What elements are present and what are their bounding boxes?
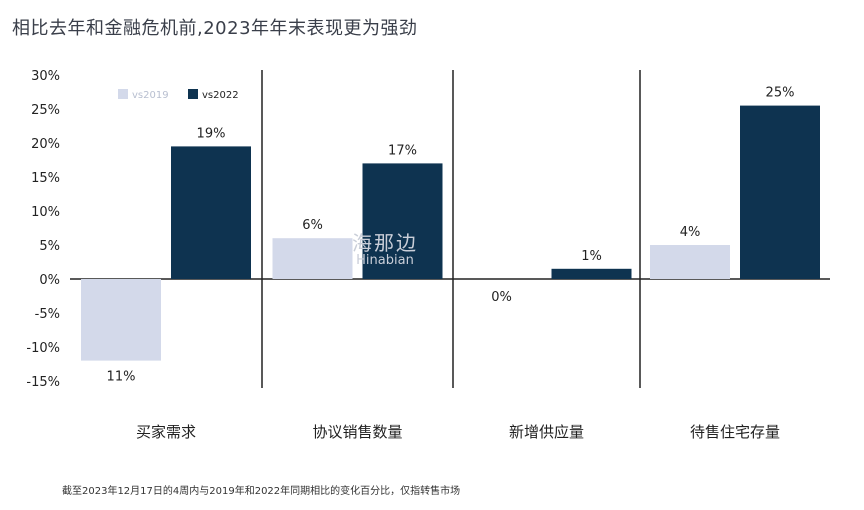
bar-vs2019 [81, 279, 161, 361]
chart-footnote: 截至2023年12月17日的4周内与2019年和2022年同期相比的变化百分比，… [62, 486, 461, 497]
x-category-label: 协议销售数量 [312, 423, 402, 441]
legend-label: vs2019 [132, 90, 169, 101]
watermark-en: Hinabian [356, 253, 414, 268]
bar-vs2022 [740, 105, 820, 279]
bar-vs2019 [272, 238, 353, 279]
bar-vs2022 [362, 163, 443, 279]
watermark-cn: 海那边 [352, 231, 418, 255]
data-label: 0% [491, 290, 512, 305]
legend-label: vs2022 [202, 90, 239, 101]
y-tick-label: 15% [31, 171, 60, 186]
data-label: 19% [197, 126, 226, 141]
y-tick-label: 30% [31, 69, 60, 84]
data-label: 17% [388, 143, 417, 158]
y-tick-label: -15% [26, 375, 60, 390]
y-tick-label: 25% [31, 103, 60, 118]
watermark: 海那边 Hinabian [352, 232, 418, 268]
y-tick-label: 20% [31, 137, 60, 152]
data-label: 4% [680, 225, 701, 240]
data-label: 1% [581, 249, 602, 264]
x-category-label: 待售住宅存量 [690, 423, 780, 441]
bar-vs2022 [551, 268, 632, 279]
data-label: 6% [302, 218, 323, 233]
legend-swatch [118, 89, 128, 99]
bar-vs2022 [171, 146, 251, 279]
data-label: 11% [107, 370, 136, 385]
x-category-label: 买家需求 [136, 423, 196, 441]
y-tick-label: 10% [31, 205, 60, 220]
bar-vs2019 [650, 245, 730, 279]
y-tick-label: 0% [39, 273, 60, 288]
legend-swatch [188, 89, 198, 99]
x-category-label: 新增供应量 [509, 423, 584, 441]
y-tick-label: 5% [39, 239, 60, 254]
y-tick-label: -5% [35, 307, 60, 322]
chart-title: 相比去年和金融危机前,2023年年末表现更为强劲 [12, 18, 418, 39]
data-label: 25% [766, 86, 795, 101]
y-tick-label: -10% [26, 341, 60, 356]
